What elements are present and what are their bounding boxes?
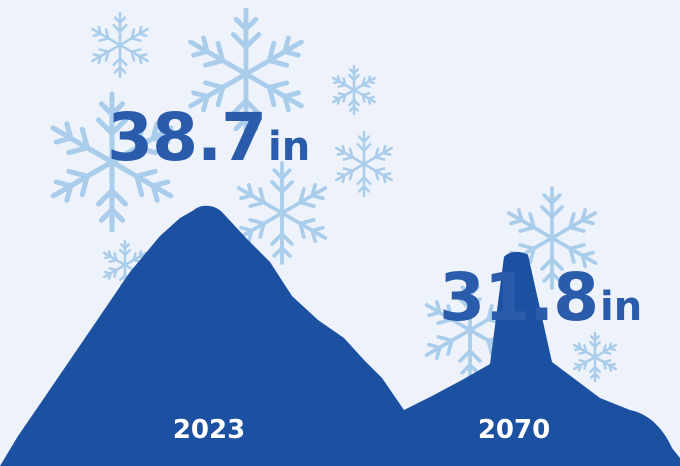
snowflake-icon xyxy=(188,7,304,141)
snowflake-icon xyxy=(236,161,328,265)
mountain-2070 xyxy=(380,251,680,466)
year-label-2023: 2023 xyxy=(173,415,245,445)
value-unit-2070: in xyxy=(600,284,642,330)
value-label-2023: 38.7 xyxy=(107,99,266,176)
mountains xyxy=(0,205,680,466)
value-unit-2023: in xyxy=(268,124,310,170)
value-label-2070: 31.8 xyxy=(439,259,598,336)
snowflake-icon xyxy=(506,186,598,290)
mountain-2023 xyxy=(0,205,420,466)
snowflake-icon xyxy=(335,130,393,198)
snowflake-icon xyxy=(50,91,174,233)
snowflake-icon xyxy=(572,331,618,383)
snowflake-icon xyxy=(91,11,149,79)
snowflake-icon xyxy=(331,64,377,116)
year-label-2070: 2070 xyxy=(478,415,550,445)
